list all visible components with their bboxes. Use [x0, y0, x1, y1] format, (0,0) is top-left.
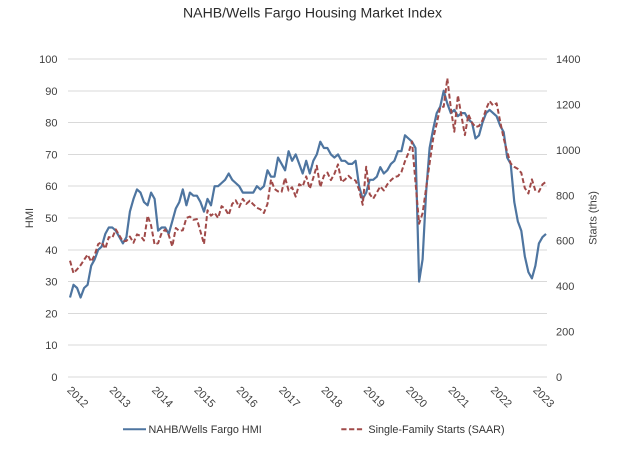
svg-text:70: 70: [45, 149, 57, 161]
svg-text:40: 40: [45, 245, 57, 257]
svg-text:1200: 1200: [556, 99, 580, 111]
svg-text:HMI: HMI: [24, 208, 36, 228]
svg-text:NAHB/Wells Fargo HMI: NAHB/Wells Fargo HMI: [149, 424, 262, 436]
svg-text:Single-Family Starts (SAAR): Single-Family Starts (SAAR): [368, 424, 504, 436]
svg-text:50: 50: [45, 213, 57, 225]
svg-text:80: 80: [45, 118, 57, 130]
svg-text:100: 100: [39, 54, 57, 66]
svg-text:200: 200: [556, 327, 574, 339]
svg-text:800: 800: [556, 190, 574, 202]
svg-text:20: 20: [45, 308, 57, 320]
svg-text:90: 90: [45, 86, 57, 98]
svg-text:Starts (ths): Starts (ths): [588, 191, 600, 245]
svg-text:60: 60: [45, 181, 57, 193]
svg-text:1000: 1000: [556, 145, 580, 157]
svg-text:1400: 1400: [556, 54, 580, 66]
svg-text:600: 600: [556, 236, 574, 248]
svg-text:10: 10: [45, 340, 57, 352]
svg-text:0: 0: [556, 372, 562, 384]
svg-text:400: 400: [556, 281, 574, 293]
svg-text:NAHB/Wells Fargo Housing Marke: NAHB/Wells Fargo Housing Market Index: [183, 5, 442, 21]
svg-text:0: 0: [51, 372, 57, 384]
svg-text:30: 30: [45, 277, 57, 289]
